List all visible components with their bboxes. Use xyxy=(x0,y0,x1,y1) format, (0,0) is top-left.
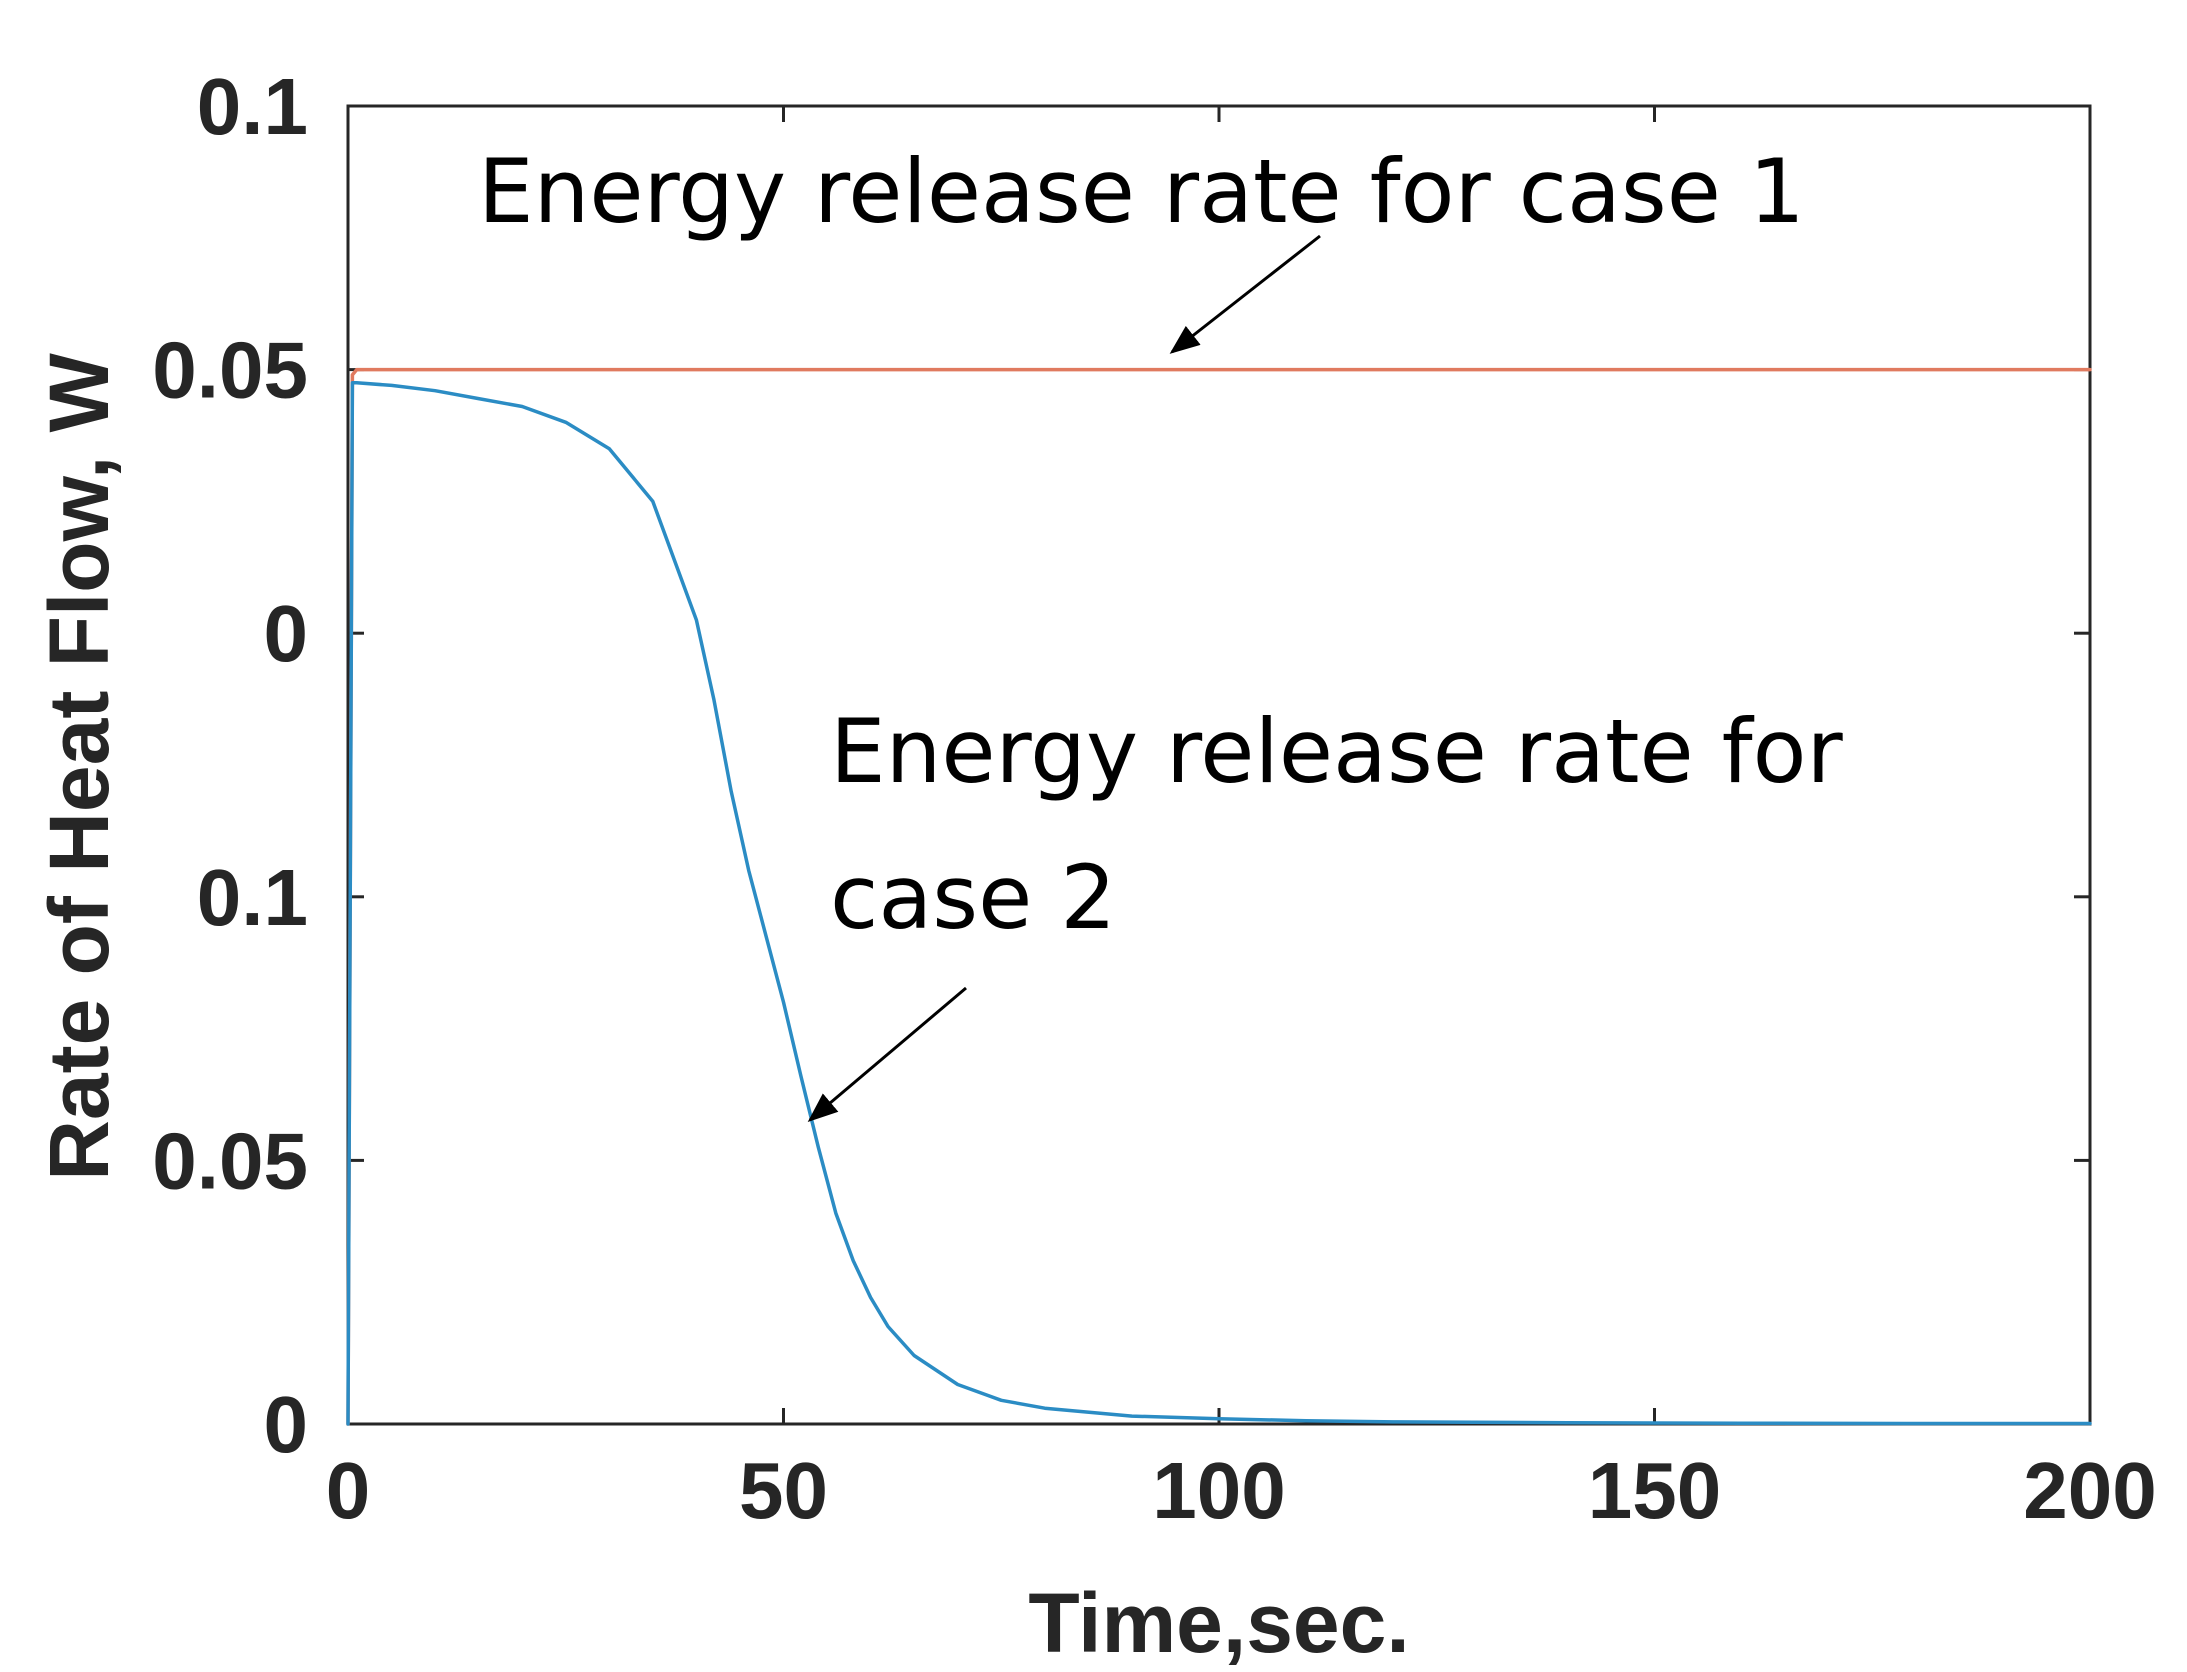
y-tick-label: 0.1 xyxy=(197,62,308,151)
annotation-case-2-line-2: case 2 xyxy=(830,846,1116,949)
x-axis-ticks: 0 50 100 150 200 xyxy=(326,106,2157,1535)
x-tick-label: 150 xyxy=(1588,1446,1721,1535)
plot-area xyxy=(346,104,2092,1426)
annotation-arrow-case-1 xyxy=(1169,234,1321,354)
x-tick-label: 200 xyxy=(2023,1446,2156,1535)
y-tick-label: 0.05 xyxy=(152,1116,308,1205)
y-tick-label: 0 xyxy=(264,589,309,678)
y-tick-label: 0.05 xyxy=(152,326,308,415)
annotation-case-1: Energy release rate for case 1 xyxy=(478,140,1805,243)
annotation-case-2-line-1: Energy release rate for xyxy=(830,700,1843,803)
x-tick-label: 50 xyxy=(739,1446,828,1535)
y-axis-ticks: 0 0.05 0.1 0 0.05 0.1 xyxy=(152,62,2090,1469)
y-axis-label: Rate of Heat Flow, W xyxy=(32,353,126,1181)
annotation-arrow-case-2 xyxy=(807,986,967,1122)
x-axis-label: Time,sec. xyxy=(1028,1576,1409,1670)
y-tick-label: 0.1 xyxy=(197,853,308,942)
y-tick-label: 0 xyxy=(264,1380,309,1469)
x-tick-label: 0 xyxy=(326,1446,371,1535)
x-tick-label: 100 xyxy=(1152,1446,1285,1535)
